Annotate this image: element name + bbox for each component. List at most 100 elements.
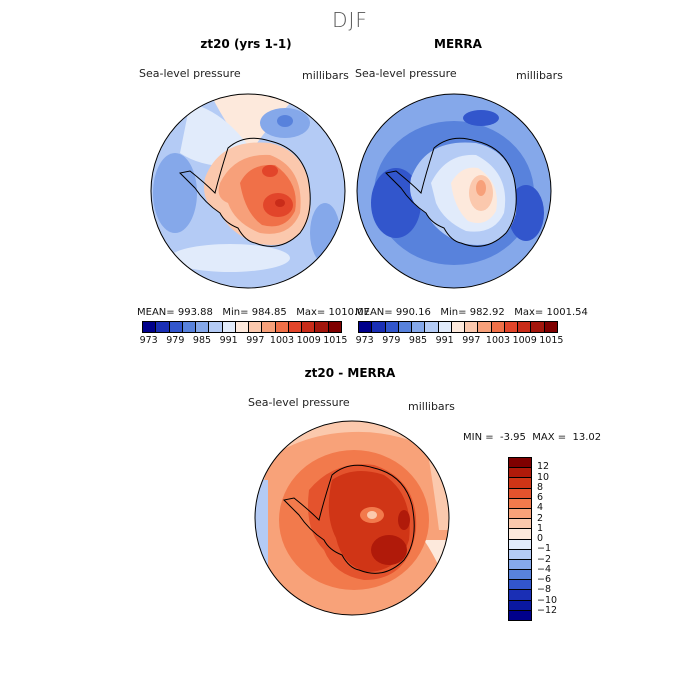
diff-polar-map xyxy=(254,420,450,616)
diff-max-value: 13.02 xyxy=(572,432,602,443)
colorbar-swatch xyxy=(509,458,531,469)
diff-field-label: Sea-level pressure xyxy=(248,396,350,409)
colorbar-tick-label: 0 xyxy=(537,533,544,544)
colorbar-tick-label: 979 xyxy=(166,335,185,346)
colorbar-tick-label: 1015 xyxy=(539,335,564,346)
left-min-label: Min= xyxy=(222,307,249,318)
right-polar-map xyxy=(356,93,552,289)
left-max-value: 1010.07 xyxy=(328,307,370,318)
left-stats: MEAN= 993.88 Min= 984.85 Max= 1010.07 xyxy=(137,307,370,318)
colorbar-swatch xyxy=(222,322,236,332)
colorbar-swatch xyxy=(425,322,439,332)
colorbar-swatch xyxy=(182,322,197,332)
colorbar-tick-label: 4 xyxy=(537,502,544,514)
colorbar-tick-label: 985 xyxy=(408,335,428,346)
colorbar-swatch xyxy=(465,322,479,332)
colorbar-tick-label: 1 xyxy=(537,522,544,534)
colorbar-swatch xyxy=(262,322,276,332)
colorbar-swatch xyxy=(209,322,223,332)
colorbar-tick-label: −6 xyxy=(537,574,552,585)
colorbar-swatch xyxy=(509,519,531,530)
colorbar-swatch xyxy=(509,488,531,499)
left-mean-value: 993.88 xyxy=(177,307,213,318)
colorbar-tick-label: 973 xyxy=(139,335,158,346)
colorbar-tick-label: 1003 xyxy=(269,335,295,346)
colorbar-tick-label: 1009 xyxy=(512,335,537,346)
diff-min-label: MIN = xyxy=(463,432,494,443)
colorbar-swatch xyxy=(509,539,531,550)
right-panel-title: MERRA xyxy=(434,37,482,51)
colorbar-swatch xyxy=(544,322,557,332)
colorbar-tick-label: 12 xyxy=(537,461,550,473)
colorbar-swatch xyxy=(385,322,399,332)
colorbar-tick-label: 997 xyxy=(462,335,481,346)
colorbar-tick-label: 6 xyxy=(537,492,544,503)
left-polar-map xyxy=(150,93,346,289)
colorbar-tick-label: 8 xyxy=(537,481,544,493)
colorbar-swatch xyxy=(509,590,531,601)
colorbar-tick-label: −10 xyxy=(537,594,558,606)
colorbar-swatch xyxy=(509,478,531,489)
colorbar-swatch xyxy=(509,529,531,540)
colorbar-swatch xyxy=(509,559,531,571)
right-min-label: Min= xyxy=(440,307,467,318)
colorbar-tick-label: −1 xyxy=(537,543,552,555)
right-colorbar xyxy=(358,321,558,333)
colorbar-swatch xyxy=(196,322,210,332)
colorbar-swatch xyxy=(509,610,531,620)
colorbar-swatch xyxy=(398,322,413,332)
colorbar-swatch xyxy=(315,322,329,332)
diff-stats: MIN = -3.95 MAX = 13.02 xyxy=(463,432,601,443)
left-units-label: millibars xyxy=(302,69,349,82)
colorbar-swatch xyxy=(504,322,519,332)
colorbar-swatch xyxy=(288,322,303,332)
right-field-label: Sea-level pressure xyxy=(355,67,457,80)
colorbar-tick-label: 1009 xyxy=(296,335,321,346)
colorbar-swatch xyxy=(509,580,531,591)
right-units-label: millibars xyxy=(516,69,563,82)
colorbar-tick-label: 991 xyxy=(219,335,238,346)
colorbar-swatch xyxy=(359,322,373,332)
colorbar-tick-label: 2 xyxy=(537,512,544,524)
colorbar-tick-label: 1015 xyxy=(323,335,348,346)
colorbar-tick-label: 973 xyxy=(355,335,374,346)
colorbar-tick-label: −12 xyxy=(537,604,558,616)
colorbar-swatch xyxy=(275,322,289,332)
right-max-value: 1001.54 xyxy=(546,307,588,318)
left-max-label: Max= xyxy=(296,307,326,318)
diff-panel-title: zt20 - MERRA xyxy=(304,366,396,380)
colorbar-swatch xyxy=(169,322,183,332)
right-mean-label: MEAN= xyxy=(355,307,393,318)
colorbar-swatch xyxy=(302,322,316,332)
diff-colorbar xyxy=(508,457,532,621)
colorbar-swatch xyxy=(372,322,386,332)
right-stats: MEAN= 990.16 Min= 982.92 Max= 1001.54 xyxy=(355,307,588,318)
colorbar-swatch xyxy=(509,549,531,560)
figure-title: DJF xyxy=(332,8,368,32)
diff-max-label: MAX = xyxy=(532,432,567,443)
left-field-label: Sea-level pressure xyxy=(139,67,241,80)
colorbar-swatch xyxy=(143,322,157,332)
left-mean-label: MEAN= xyxy=(137,307,175,318)
colorbar-swatch xyxy=(478,322,492,332)
colorbar-tick-label: −8 xyxy=(537,584,552,596)
colorbar-tick-label: 10 xyxy=(537,471,550,483)
colorbar-tick-label: 985 xyxy=(192,335,212,346)
colorbar-swatch xyxy=(509,508,531,520)
colorbar-swatch xyxy=(509,498,531,509)
colorbar-swatch xyxy=(518,322,532,332)
colorbar-swatch xyxy=(328,322,341,332)
colorbar-tick-label: −2 xyxy=(537,553,552,565)
colorbar-swatch xyxy=(438,322,452,332)
colorbar-swatch xyxy=(531,322,545,332)
colorbar-swatch xyxy=(235,322,250,332)
left-colorbar xyxy=(142,321,342,333)
colorbar-swatch xyxy=(451,322,466,332)
colorbar-swatch xyxy=(509,570,531,581)
diff-min-value: -3.95 xyxy=(499,432,526,443)
colorbar-swatch xyxy=(412,322,426,332)
colorbar-tick-label: 979 xyxy=(382,335,401,346)
colorbar-swatch xyxy=(249,322,263,332)
left-panel-title: zt20 (yrs 1-1) xyxy=(200,37,292,51)
right-min-value: 982.92 xyxy=(469,307,505,318)
